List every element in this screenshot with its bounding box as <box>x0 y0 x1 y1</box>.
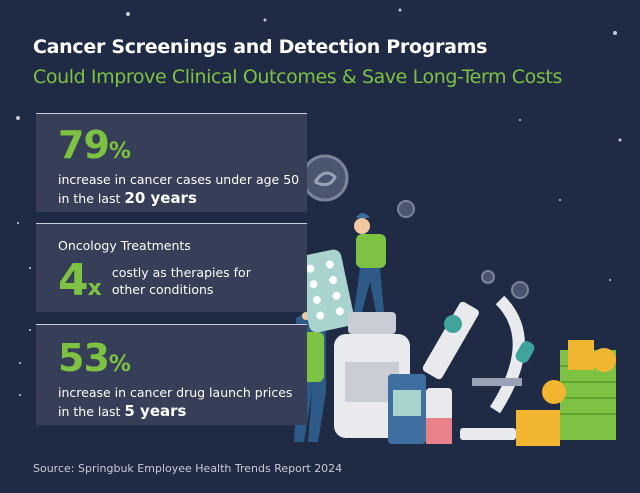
page-subtitle: Could Improve Clinical Outcomes & Save L… <box>33 66 562 88</box>
stat-text: costly as therapies for other conditions <box>111 265 251 297</box>
microscope-icon <box>422 295 535 440</box>
stat-card-oncology: Oncology Treatments 4x costly as therapi… <box>36 223 307 312</box>
cell-icon <box>481 270 495 284</box>
stat-value: 53% <box>58 336 131 380</box>
cell-icon <box>511 281 529 299</box>
virus-icon <box>301 154 349 202</box>
medicine-bottle-icon <box>334 312 452 444</box>
stat-value: 4x <box>58 255 102 306</box>
stat-label: Oncology Treatments <box>58 238 191 253</box>
cell-icon <box>397 200 415 218</box>
stat-text: increase in cancer cases under age 50 in … <box>58 172 300 207</box>
money-stack-icon <box>516 340 616 446</box>
pill-blister-icon <box>296 249 355 333</box>
page-title: Cancer Screenings and Detection Programs <box>33 36 488 58</box>
stat-card-cancer-cases: 79% increase in cancer cases under age 5… <box>36 113 307 212</box>
stat-text: increase in cancer drug launch prices in … <box>58 385 293 420</box>
source-note: Source: Springbuk Employee Health Trends… <box>33 462 343 475</box>
stat-card-drug-prices: 53% increase in cancer drug launch price… <box>36 324 307 425</box>
stars <box>16 8 622 396</box>
stat-value: 79% <box>58 123 131 167</box>
